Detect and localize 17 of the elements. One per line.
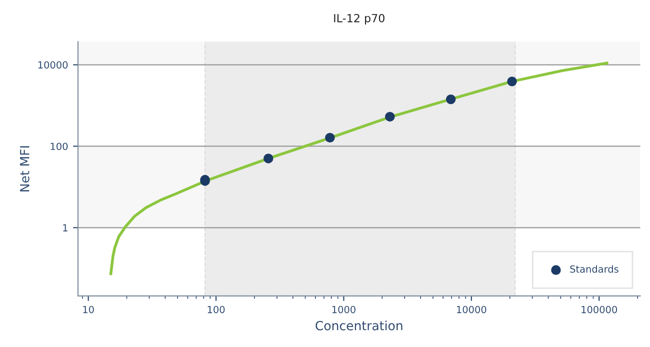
x-tick-label: 100: [208, 306, 225, 314]
x-tick-label: 1000: [332, 306, 356, 314]
y-tick-label: 100: [50, 142, 68, 150]
x-axis-title: Concentration: [316, 320, 402, 330]
legend-label: Standards: [570, 265, 618, 273]
point: [385, 112, 395, 122]
y-axis-title: Net MFI: [20, 146, 30, 192]
point: [507, 76, 517, 86]
point: [325, 132, 335, 143]
point: [264, 154, 274, 164]
x-tick-label: 100000: [582, 306, 618, 314]
point: [446, 94, 456, 104]
y-tick-label: 10000: [38, 61, 68, 69]
y-tick-label: 1: [63, 224, 68, 232]
x-tick-label: 10: [83, 306, 94, 314]
x-tick-label: 10000: [457, 306, 486, 314]
chart-title: IL-12 p70: [334, 14, 384, 25]
